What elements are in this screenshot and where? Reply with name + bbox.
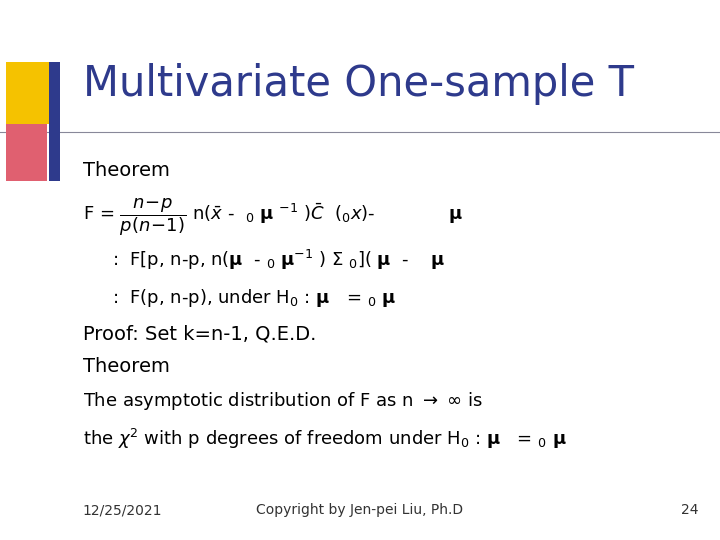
Text: 24: 24 <box>681 503 698 517</box>
Text: Theorem: Theorem <box>83 160 170 180</box>
Text: Copyright by Jen-pei Liu, Ph.D: Copyright by Jen-pei Liu, Ph.D <box>256 503 464 517</box>
Text: Proof: Set k=n-1, Q.E.D.: Proof: Set k=n-1, Q.E.D. <box>83 324 316 343</box>
Text: :  F[p, n-p, n($\mathbf{\mu}$  - $_{0}$ $\mathbf{\mu}^{-1}$ ) $\Sigma$ $_{0}$]( : : F[p, n-p, n($\mathbf{\mu}$ - $_{0}$ $\… <box>112 248 445 272</box>
Text: the $\chi^{2}$ with p degrees of freedom under H$_{0}$ : $\mathbf{\mu}$   = $_{0: the $\chi^{2}$ with p degrees of freedom… <box>83 427 567 450</box>
Bar <box>6 62 53 124</box>
Bar <box>49 62 60 181</box>
Text: Multivariate One-sample T: Multivariate One-sample T <box>83 63 634 105</box>
Text: Theorem: Theorem <box>83 356 170 376</box>
Text: F = $\dfrac{n\!-\!p}{p(n\!-\!1)}$ n($\bar{x}$ -  $_{0}$ $\mathbf{\mu}$ $^{-1}$ ): F = $\dfrac{n\!-\!p}{p(n\!-\!1)}$ n($\ba… <box>83 196 463 238</box>
Bar <box>6 124 47 181</box>
Text: 12/25/2021: 12/25/2021 <box>83 503 162 517</box>
Text: :  F(p, n-p), under H$_{0}$ : $\mathbf{\mu}$   = $_{0}$ $\mathbf{\mu}$: : F(p, n-p), under H$_{0}$ : $\mathbf{\m… <box>112 287 395 309</box>
Text: The asymptotic distribution of F as n $\rightarrow$ $\infty$ is: The asymptotic distribution of F as n $\… <box>83 390 482 411</box>
